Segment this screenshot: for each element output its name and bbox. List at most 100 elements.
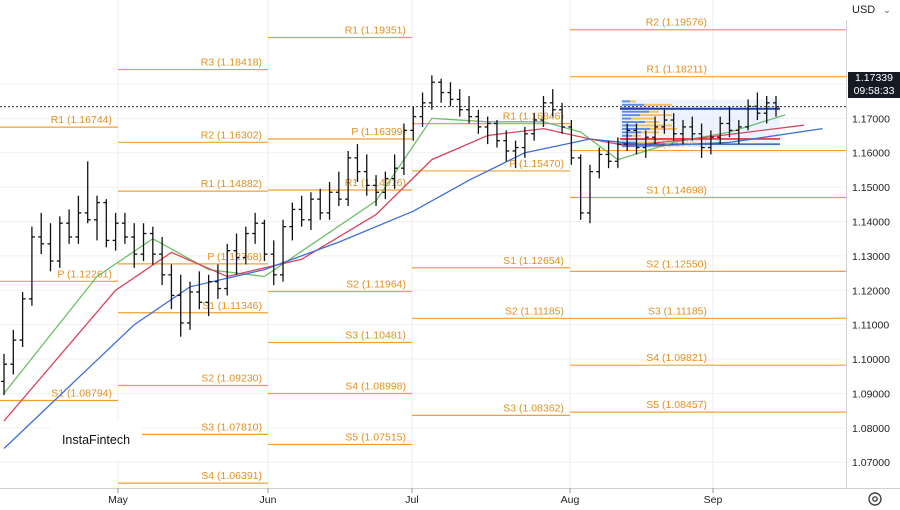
candle: [447, 82, 454, 107]
moving-average-line: [3, 124, 804, 422]
current-price-tag: 1.17339 09:58:33: [848, 72, 900, 98]
profile-bar: [622, 103, 644, 106]
pivot-label: S1 (1.14698): [646, 184, 707, 196]
pivot-label: P (1.12261): [57, 268, 112, 280]
candle: [159, 236, 166, 286]
candle: [363, 154, 370, 196]
profile-bar: [640, 114, 672, 117]
y-tick-label: 1.08000: [852, 423, 890, 435]
pivot-label: P (1.16399): [351, 126, 406, 138]
y-tick-label: 1.16000: [852, 148, 890, 160]
candle: [317, 188, 324, 220]
candle: [261, 219, 268, 262]
currency-label: USD: [852, 4, 876, 16]
y-tick-label: 1.07000: [852, 457, 890, 469]
candle: [75, 195, 82, 244]
candle: [140, 223, 147, 262]
pivot-label: S3 (1.07810): [201, 421, 262, 433]
profile-bar: [622, 124, 636, 127]
pivot-label: S2 (1.12550): [646, 258, 707, 270]
pivot-label: R1 (1.14882): [201, 178, 262, 190]
time-axis: May Jun Jul Aug Sep: [108, 488, 722, 506]
candle: [438, 78, 445, 103]
pivot-label: S4 (1.09821): [646, 352, 707, 364]
pivot-label: S3 (1.11185): [648, 305, 707, 317]
pivot-label: R1 (1.18211): [646, 64, 707, 76]
candle: [84, 161, 91, 224]
currency-selector[interactable]: USD ⌄: [846, 0, 900, 20]
pivot-label: S5 (1.07515): [345, 431, 406, 443]
candle: [540, 95, 547, 127]
pivot-label: R2 (1.16302): [201, 129, 262, 141]
candle: [419, 92, 426, 127]
profile-bar: [622, 110, 649, 113]
candle: [345, 150, 352, 207]
y-tick-label: 1.15000: [852, 182, 890, 194]
profile-bar: [641, 131, 659, 134]
candle: [1, 353, 7, 396]
profile-bar: [622, 131, 641, 134]
candle: [94, 195, 101, 241]
pivot-label: S5 (1.08457): [646, 399, 707, 411]
candle: [652, 116, 659, 145]
candle: [28, 226, 35, 306]
profile-bar: [636, 124, 672, 127]
candle: [763, 95, 770, 124]
pivot-label: S2 (1.11185): [505, 305, 564, 317]
candle: [605, 140, 612, 169]
candle: [56, 216, 63, 268]
candle: [66, 209, 73, 244]
pivot-label: R1 (1.19351): [345, 24, 406, 36]
pivot-label: S1 (1.11346): [202, 300, 262, 312]
candle: [726, 106, 733, 138]
pivot-label: S2 (1.11964): [346, 279, 406, 291]
candle: [679, 120, 686, 145]
candle: [19, 291, 26, 348]
candle: [187, 281, 194, 330]
pivot-label: S3 (1.08362): [503, 402, 564, 414]
candle: [689, 116, 696, 141]
candle: [670, 113, 677, 141]
pivot-label: R1 (1.14916): [345, 177, 406, 189]
pivot-label: R1 (1.16744): [51, 114, 112, 126]
y-tick-label: 1.11000: [852, 320, 889, 332]
candle: [521, 126, 528, 158]
pivot-label: S1 (1.08794): [51, 388, 112, 400]
x-tick-label: Jul: [405, 494, 418, 506]
y-tick-label: 1.09000: [852, 388, 890, 400]
candle: [633, 123, 640, 155]
grid: [0, 0, 846, 488]
candle: [177, 274, 184, 337]
candle: [568, 120, 575, 165]
profile-bar: [630, 100, 636, 103]
candle: [373, 175, 380, 207]
candle: [410, 106, 417, 141]
x-tick-label: Sep: [704, 494, 723, 506]
candle: [270, 240, 277, 286]
candle: [493, 120, 500, 148]
pivot-label: S4 (1.06391): [201, 470, 262, 482]
profile-bar: [622, 117, 631, 120]
y-tick-label: 1.13000: [852, 251, 890, 263]
candle: [224, 243, 231, 296]
candle: [531, 113, 538, 141]
watermark-logo: InstaFintech: [50, 420, 142, 460]
x-tick-label: May: [108, 494, 129, 506]
candle: [503, 130, 510, 162]
pivot-label: S4 (1.08998): [345, 381, 406, 393]
candle: [354, 144, 361, 182]
pivot-label: R2 (1.19576): [646, 17, 707, 29]
y-tick-label: 1.10000: [852, 354, 890, 366]
profile-bar: [645, 121, 659, 123]
candle: [735, 120, 742, 145]
candle: [624, 123, 631, 151]
candle: [10, 329, 17, 375]
pivot-label: P (1.12768): [207, 251, 262, 263]
candle: [103, 199, 110, 248]
candle: [252, 212, 259, 244]
candle: [512, 140, 519, 169]
settings-icon[interactable]: [866, 490, 884, 508]
chevron-down-icon: ⌄: [883, 4, 891, 15]
candle: [382, 171, 389, 200]
